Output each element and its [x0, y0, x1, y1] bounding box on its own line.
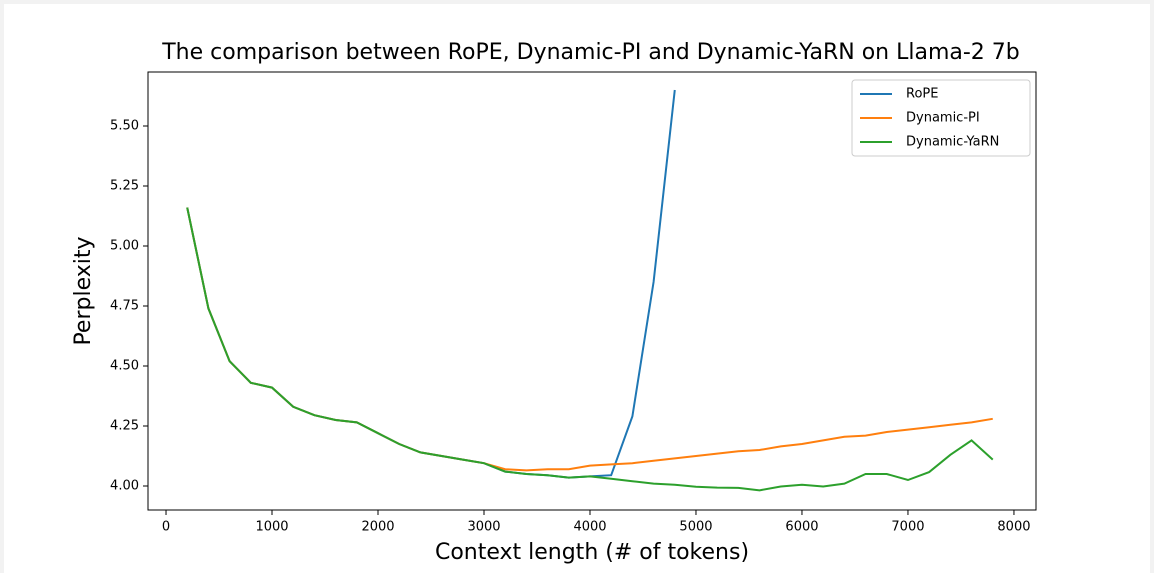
- x-axis-label: Context length (# of tokens): [435, 540, 749, 565]
- legend-box: [851, 79, 1031, 157]
- y-tick-label: 5.25: [110, 179, 139, 194]
- y-tick-label: 4.00: [110, 479, 139, 494]
- chart-title: The comparison between RoPE, Dynamic-PI …: [161, 40, 1020, 65]
- legend-label: RoPE: [906, 87, 938, 102]
- y-tick-label: 4.75: [110, 299, 139, 314]
- series-line: [186, 207, 994, 492]
- x-tick-label: 6000: [785, 520, 818, 535]
- x-tick-label: 8000: [997, 520, 1030, 535]
- x-tick-label: 3000: [467, 520, 500, 535]
- x-tick-label: 0: [162, 520, 170, 535]
- x-tick-label: 2000: [361, 520, 394, 535]
- y-tick-label: 4.25: [110, 419, 139, 434]
- y-tick-label: 5.00: [110, 239, 139, 254]
- y-tick-label: 5.50: [110, 119, 139, 134]
- plot-frame: [147, 71, 1037, 511]
- legend-label: Dynamic-PI: [906, 111, 980, 126]
- x-tick-label: 4000: [573, 520, 606, 535]
- legend-label: Dynamic-YaRN: [906, 135, 999, 150]
- x-tick-label: 1000: [255, 520, 288, 535]
- x-tick-label: 7000: [891, 520, 924, 535]
- y-tick-label: 4.50: [110, 359, 139, 374]
- y-axis-label: Perplexity: [71, 236, 96, 345]
- x-tick-label: 5000: [679, 520, 712, 535]
